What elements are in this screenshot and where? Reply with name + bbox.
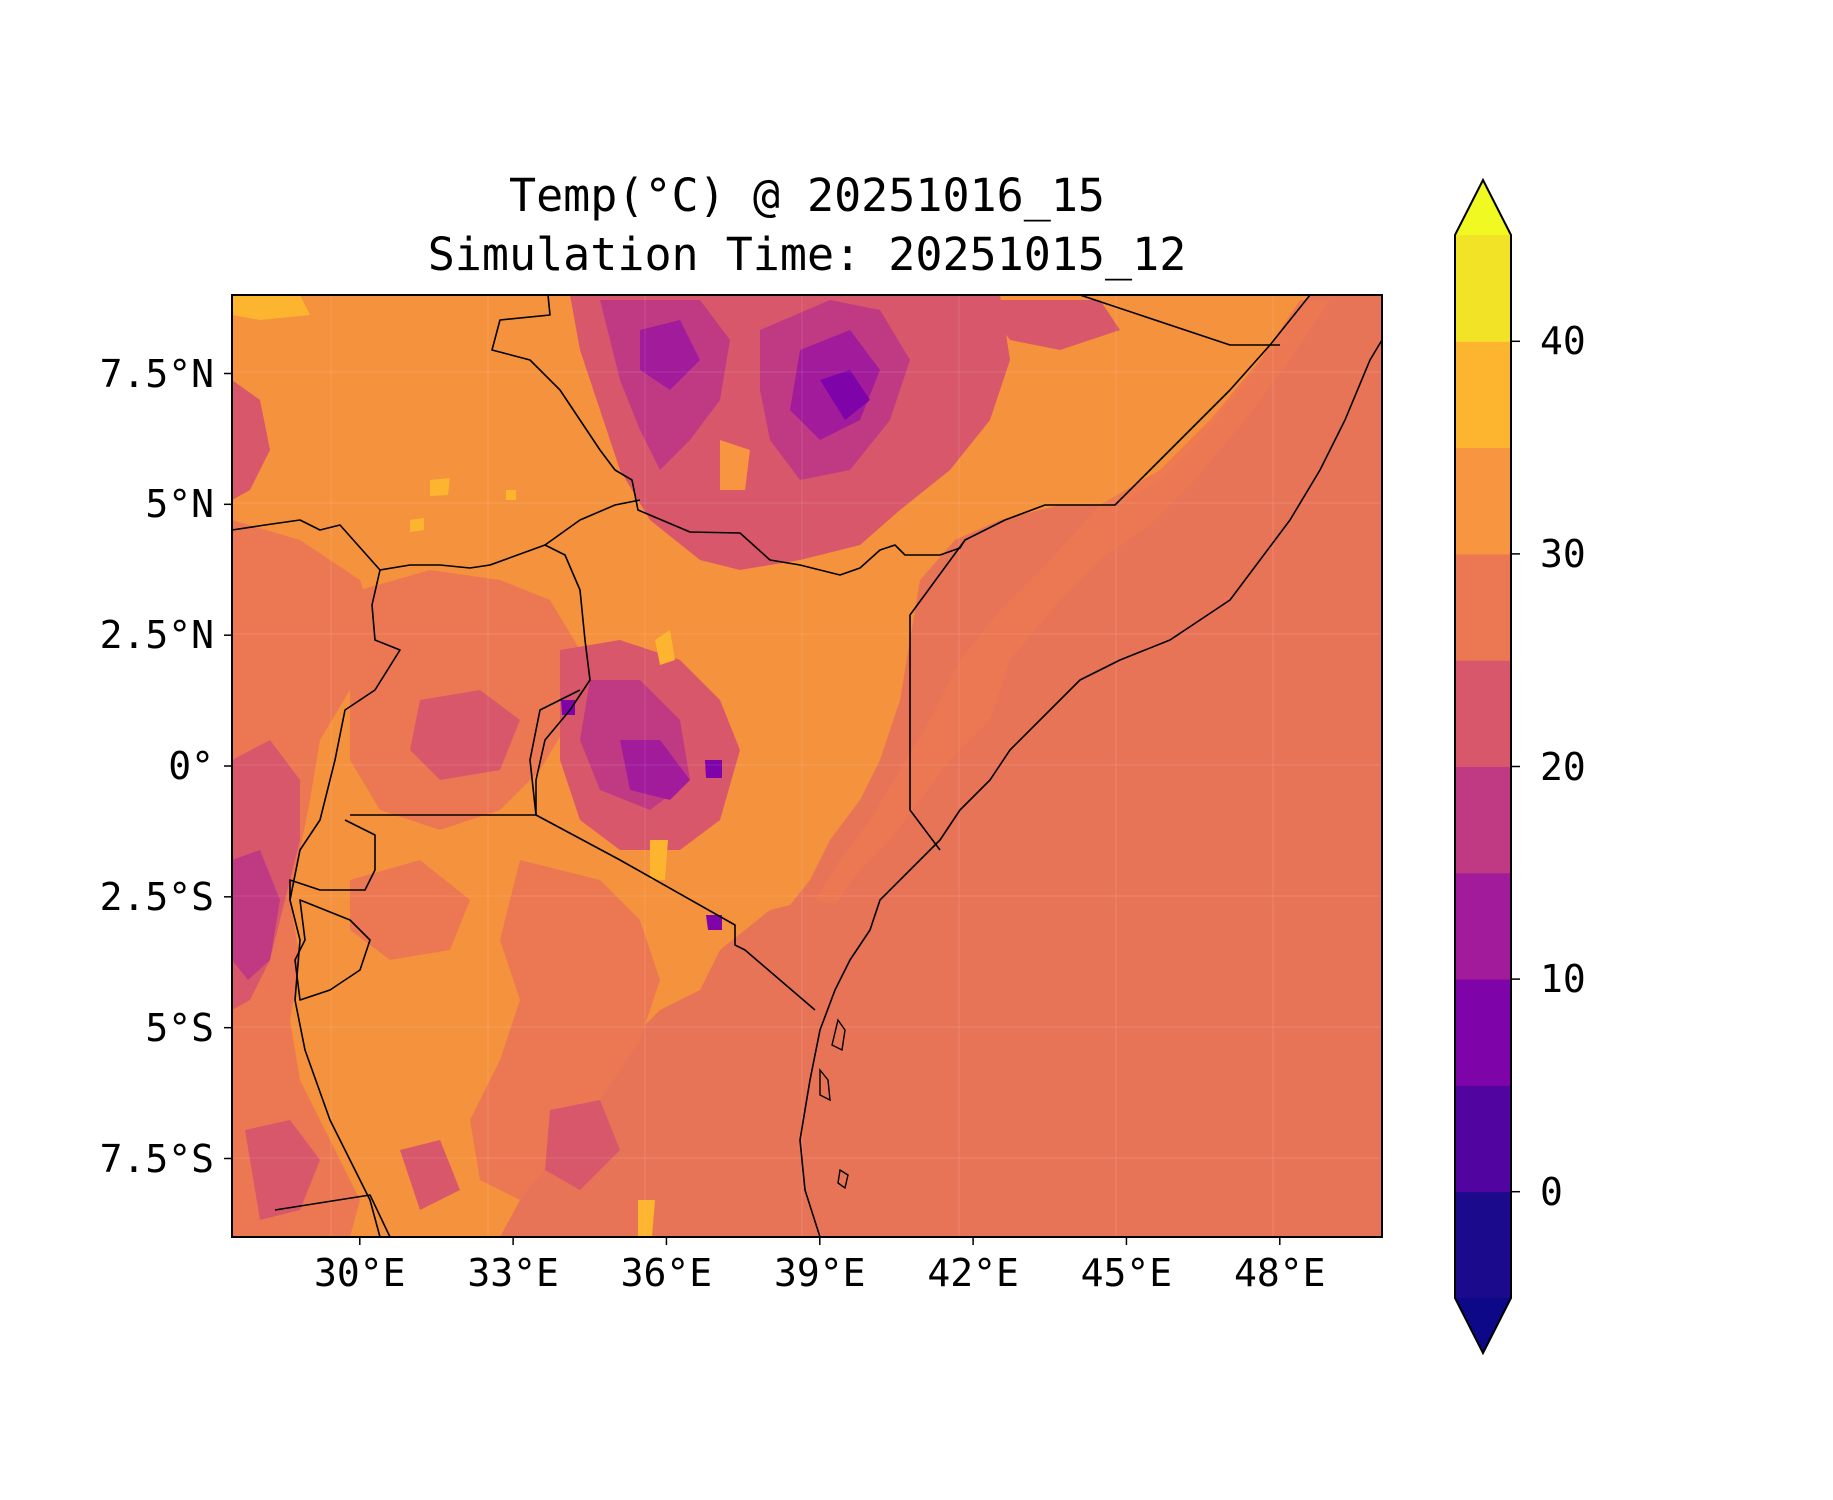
colorbar-over-extension <box>1455 180 1511 235</box>
rwanda-burundi-border <box>289 819 376 1001</box>
map-title-line-2: Simulation Time: 20251015_12 <box>427 228 1187 281</box>
somaliland-border <box>1079 295 1280 346</box>
colorbar-tick-label: 10 <box>1540 957 1586 1002</box>
tanzania-highlands <box>470 860 660 1200</box>
x-tick-label: 48°E <box>1234 1251 1326 1295</box>
y-axis-ticks <box>224 372 232 1160</box>
western-highlands <box>232 520 380 1237</box>
coastline <box>799 339 1382 1237</box>
map-title-line-1: Temp(°C) @ 20251016_15 <box>508 169 1106 222</box>
x-axis-ticks <box>359 1237 1281 1245</box>
y-tick-label: 7.5°S <box>99 1136 214 1181</box>
y-tick-label: 5°S <box>145 1005 214 1050</box>
south-sudan-ethiopia-border <box>491 295 1311 576</box>
colorbar-tick-label: 30 <box>1540 531 1586 576</box>
x-tick-label: 45°E <box>1080 1251 1173 1295</box>
colorbar-under-extension <box>1455 1298 1511 1353</box>
colorbar-bin <box>1455 1085 1511 1193</box>
tanzania-zambia-border <box>274 1194 391 1237</box>
x-tick-label: 33°E <box>467 1251 559 1295</box>
colorbar-outline <box>1454 177 1512 1356</box>
colorbar-bin <box>1455 1191 1511 1299</box>
colorbar <box>1454 177 1520 1356</box>
map-gridlines <box>232 295 1382 1237</box>
colorbar-bin <box>1455 447 1511 555</box>
drc-east-border <box>232 519 401 1237</box>
mafia-island <box>837 1168 849 1190</box>
colorbar-tick-label: 40 <box>1540 319 1586 364</box>
uganda-west-border <box>379 544 591 815</box>
borders <box>232 295 1382 1237</box>
lake-victoria-shore <box>529 689 581 816</box>
colorbar-tick-label: 20 <box>1540 744 1586 789</box>
colorbar-bin <box>1455 979 1511 1086</box>
y-tick-label: 2.5°N <box>99 613 214 658</box>
colorbar-tick-label: 0 <box>1540 1169 1563 1214</box>
coastal-transition-zone <box>815 300 1330 905</box>
kenya-somalia-border <box>909 539 966 851</box>
x-tick-label: 42°E <box>927 1251 1019 1295</box>
colorbar-bin <box>1455 766 1511 874</box>
y-tick-label: 7.5°N <box>99 351 214 396</box>
uganda-kenya-border <box>544 499 641 546</box>
pemba-island <box>831 1018 846 1052</box>
zanzibar-island <box>819 1068 831 1102</box>
y-tick-label: 0° <box>168 744 214 788</box>
land-warm-region <box>232 295 1310 1237</box>
y-tick-label: 2.5°S <box>99 874 214 919</box>
colorbar-bin <box>1455 235 1511 342</box>
colorbar-bin <box>1455 872 1511 980</box>
y-tick-label: 5°N <box>145 482 214 527</box>
x-tick-label: 36°E <box>620 1251 713 1295</box>
colorbar-bin <box>1455 660 1511 767</box>
colorbar-bin <box>1455 341 1511 449</box>
x-tick-label: 30°E <box>314 1251 406 1295</box>
colorbar-bin <box>1455 553 1511 661</box>
x-tick-label: 39°E <box>774 1251 866 1295</box>
